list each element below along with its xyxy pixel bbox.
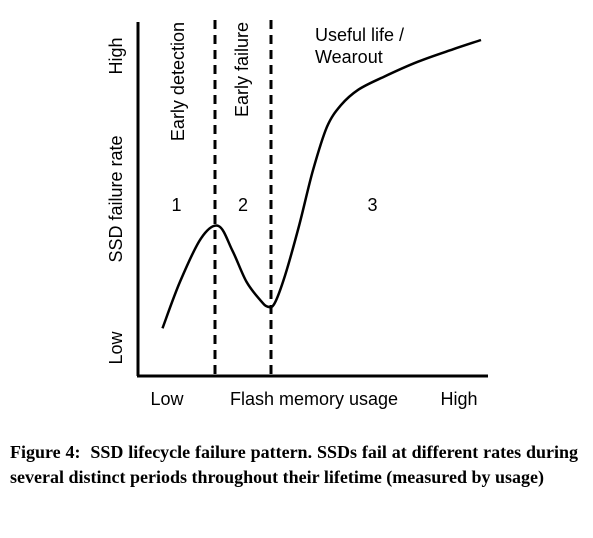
region-number-1: 1 — [171, 195, 181, 215]
x-tick-label-low: Low — [150, 389, 184, 409]
lifecycle-failure-chart: 1 2 3 Early detection Early failure Useful li… — [106, 20, 488, 409]
failure-rate-curve-1 — [161, 38, 482, 329]
caption-label: Figure 4: — [10, 442, 81, 462]
region-label-3-line-2: Wearout — [315, 47, 383, 67]
region-number-2: 2 — [238, 195, 248, 215]
region-label-2: Early failure — [232, 22, 252, 117]
region-number-3: 3 — [367, 195, 377, 215]
x-tick-label-high: High — [440, 389, 477, 409]
y-tick-label-low: Low — [106, 330, 126, 364]
figure-caption: Figure 4: SSD lifecycle failure pattern.… — [10, 440, 578, 490]
region-label-3-line-1: Useful life / — [315, 25, 404, 45]
caption-text: SSD lifecycle failure pattern. SSDs fail… — [10, 442, 579, 487]
x-axis-label: Flash memory usage — [230, 389, 398, 409]
region-label-1: Early detection — [168, 22, 188, 141]
y-tick-label-high: High — [106, 37, 126, 74]
y-axis-label: SSD failure rate — [106, 135, 126, 262]
